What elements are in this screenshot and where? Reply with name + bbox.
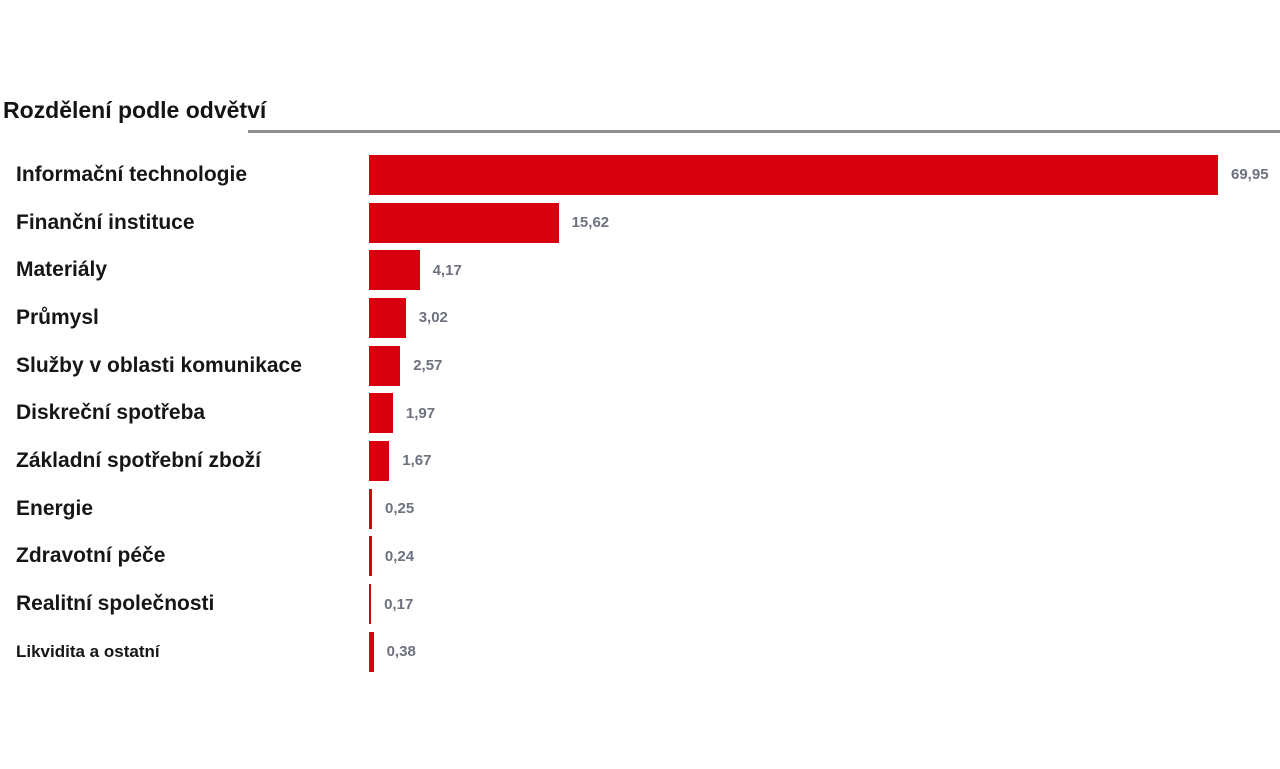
category-label: Diskreční spotřeba bbox=[16, 401, 206, 425]
bar-area: 1,67 bbox=[369, 437, 1280, 485]
value-label: 3,02 bbox=[418, 309, 448, 327]
bar-area: 0,25 bbox=[369, 485, 1280, 533]
bar bbox=[369, 250, 420, 291]
value-label: 4,17 bbox=[432, 261, 462, 279]
category-label: Zdravotní péče bbox=[16, 544, 166, 568]
value-label: 15,62 bbox=[571, 214, 610, 232]
category-label: Informační technologie bbox=[16, 162, 248, 186]
bar bbox=[369, 440, 390, 481]
value-label: 0,38 bbox=[386, 643, 416, 661]
bar-area: 4,17 bbox=[369, 246, 1280, 294]
bar bbox=[369, 154, 1218, 195]
bar-row: Diskreční spotřeba 1,97 bbox=[0, 389, 1280, 437]
category-label: Materiály bbox=[16, 258, 108, 282]
value-label: 1,67 bbox=[402, 452, 432, 470]
chart-title: Rozdělení podle odvětví bbox=[3, 97, 267, 123]
bar-row: Zdravotní péče 0,24 bbox=[0, 533, 1280, 581]
bar-row: Finanční instituce 15,62 bbox=[0, 199, 1280, 247]
bar-row: Základní spotřební zboží 1,67 bbox=[0, 437, 1280, 485]
value-label: 0,24 bbox=[384, 547, 415, 565]
bar-area: 2,57 bbox=[369, 342, 1280, 390]
bar-row: Realitní společnosti 0,17 bbox=[0, 580, 1280, 628]
bar-area: 69,95 bbox=[369, 151, 1280, 199]
bar bbox=[369, 536, 372, 577]
value-label: 0,25 bbox=[385, 500, 415, 518]
category-label: Základní spotřební zboží bbox=[16, 448, 262, 472]
value-label: 2,57 bbox=[413, 357, 443, 375]
bar bbox=[369, 631, 374, 672]
bar-area: 1,97 bbox=[369, 389, 1280, 437]
bar bbox=[369, 202, 559, 243]
category-label: Průmysl bbox=[16, 305, 99, 329]
bar bbox=[369, 345, 401, 386]
bar-area: 0,38 bbox=[369, 628, 1280, 676]
bar-row: Informační technologie 69,95 bbox=[0, 151, 1280, 199]
bar-area: 0,17 bbox=[369, 580, 1280, 628]
bar bbox=[369, 584, 372, 625]
bar-area: 15,62 bbox=[369, 199, 1280, 247]
bar-rows: Informační technologie 69,95 Finanční in… bbox=[0, 151, 1280, 676]
category-label: Energie bbox=[16, 496, 94, 520]
bar-row: Likvidita a ostatní 0,38 bbox=[0, 628, 1280, 676]
value-label: 0,17 bbox=[384, 595, 414, 613]
category-label: Realitní společnosti bbox=[16, 592, 215, 616]
bar-row: Materiály 4,17 bbox=[0, 246, 1280, 294]
category-label: Služby v oblasti komunikace bbox=[16, 353, 302, 377]
bar-area: 3,02 bbox=[369, 294, 1280, 342]
bar-row: Průmysl 3,02 bbox=[0, 294, 1280, 342]
bar-area: 0,24 bbox=[369, 533, 1280, 581]
value-label: 1,97 bbox=[405, 404, 436, 422]
bar bbox=[369, 297, 406, 338]
bar-row: Energie 0,25 bbox=[0, 485, 1280, 533]
category-label: Likvidita a ostatní bbox=[16, 641, 160, 661]
bar-row: Služby v oblasti komunikace 2,57 bbox=[0, 342, 1280, 390]
bar bbox=[369, 488, 372, 529]
value-label: 69,95 bbox=[1231, 166, 1269, 184]
bar bbox=[369, 393, 393, 434]
category-label: Finanční instituce bbox=[16, 210, 195, 234]
title-underline-rule bbox=[248, 130, 1280, 133]
